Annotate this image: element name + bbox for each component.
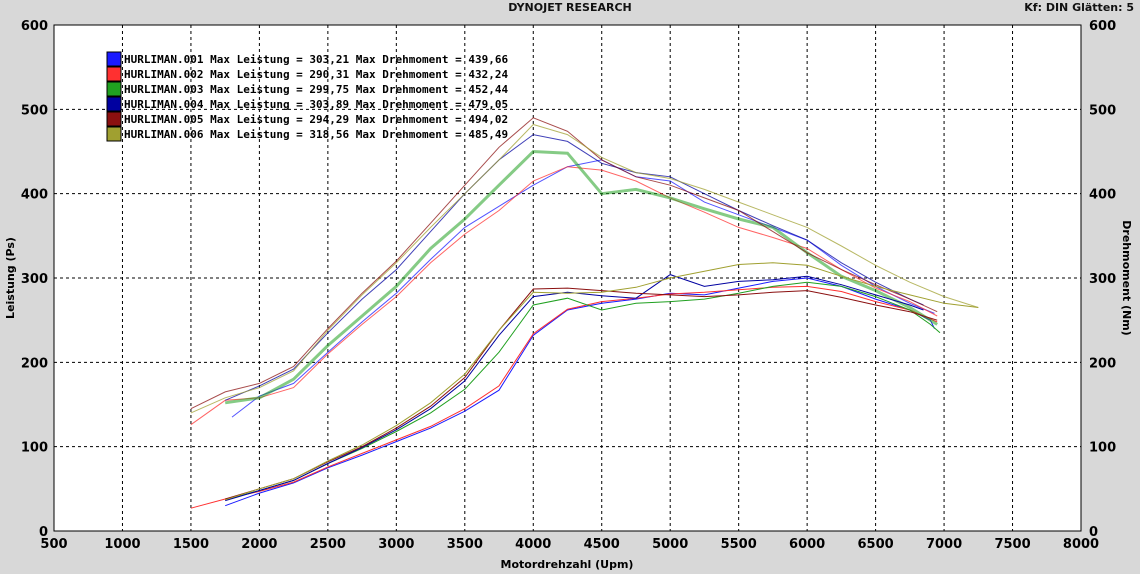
x-tick-label: 6500 xyxy=(858,537,894,552)
torque-line xyxy=(190,117,938,410)
power-line xyxy=(225,287,938,500)
x-tick-labels: 500 1000 1500 2000 2500 3000 3500 4000 4500 5000 5… xyxy=(40,537,1099,552)
y2-tick-label: 600 xyxy=(1089,19,1116,34)
x-axis-title: Motordrehzahl (Upm) xyxy=(501,558,634,571)
y2-tick-label: 0 xyxy=(1089,525,1098,540)
chart-header-title: DYNOJET RESEARCH xyxy=(508,1,632,14)
chart-header-settings: Kf: DIN Glätten: 5 xyxy=(1024,1,1134,14)
y-tick-label: 0 xyxy=(39,525,48,540)
legend-entry: HURLIMAN.005 Max Leistung = 294,29 Max D… xyxy=(124,113,508,126)
plot-area xyxy=(53,24,1082,532)
power-line xyxy=(190,285,938,509)
y-tick-label: 200 xyxy=(21,356,48,371)
y2-tick-labels: 0 100 200 300 400 500 600 xyxy=(1089,19,1116,540)
torque-line xyxy=(190,166,938,426)
x-tick-label: 1500 xyxy=(173,537,209,552)
y-tick-label: 600 xyxy=(21,19,48,34)
x-tick-label: 7500 xyxy=(994,537,1030,552)
power-line xyxy=(225,277,935,507)
torque-line xyxy=(225,134,924,401)
x-tick-label: 2000 xyxy=(241,537,277,552)
power-line xyxy=(225,274,924,502)
y-tick-label: 500 xyxy=(21,103,48,118)
legend-swatch xyxy=(106,51,122,67)
torque-line xyxy=(224,149,938,405)
y2-axis-title: Drehmoment (Nm) xyxy=(1120,220,1133,335)
x-tick-label: 2500 xyxy=(310,537,346,552)
legend-swatch xyxy=(106,66,122,82)
y-tick-label: 100 xyxy=(21,441,48,456)
y-tick-label: 300 xyxy=(21,272,48,287)
power-line xyxy=(225,281,941,501)
legend-swatch xyxy=(106,126,122,142)
legend: HURLIMAN.001 Max Leistung = 303,21 Max D… xyxy=(106,51,508,142)
y2-tick-label: 500 xyxy=(1089,103,1116,118)
x-tick-label: 5000 xyxy=(652,537,688,552)
x-tick-label: 4500 xyxy=(584,537,620,552)
x-tick-label: 3000 xyxy=(378,537,414,552)
y-axis-title: Leistung (Ps) xyxy=(4,237,17,319)
x-tick-label: 5500 xyxy=(721,537,757,552)
legend-entry: HURLIMAN.001 Max Leistung = 303,21 Max D… xyxy=(124,53,508,66)
x-tick-label: 6000 xyxy=(789,537,825,552)
x-tick-label: 4000 xyxy=(515,537,551,552)
legend-entry: HURLIMAN.004 Max Leistung = 303,89 Max D… xyxy=(124,98,508,111)
torque-line xyxy=(190,123,979,414)
x-tick-label: 7000 xyxy=(926,537,962,552)
torque-line xyxy=(231,159,935,418)
y2-tick-label: 200 xyxy=(1089,356,1116,371)
legend-swatch xyxy=(106,111,122,127)
x-tick-label: 500 xyxy=(40,537,67,552)
legend-swatch xyxy=(106,96,122,112)
y-tick-labels: 0 100 200 300 400 500 600 xyxy=(21,19,48,540)
power-line xyxy=(225,262,979,501)
legend-entry: HURLIMAN.006 Max Leistung = 318,56 Max D… xyxy=(124,128,508,141)
x-tick-label: 3500 xyxy=(447,537,483,552)
y2-tick-label: 100 xyxy=(1089,441,1116,456)
y2-tick-label: 300 xyxy=(1089,272,1116,287)
series-lines xyxy=(190,117,979,509)
x-tick-label: 1000 xyxy=(104,537,140,552)
legend-entry: HURLIMAN.003 Max Leistung = 299,75 Max D… xyxy=(124,83,508,96)
legend-swatch xyxy=(106,81,122,97)
y2-tick-label: 400 xyxy=(1089,188,1116,203)
y-tick-label: 400 xyxy=(21,188,48,203)
x-tick-label: 8000 xyxy=(1063,537,1099,552)
legend-entry: HURLIMAN.002 Max Leistung = 290,31 Max D… xyxy=(124,68,508,81)
